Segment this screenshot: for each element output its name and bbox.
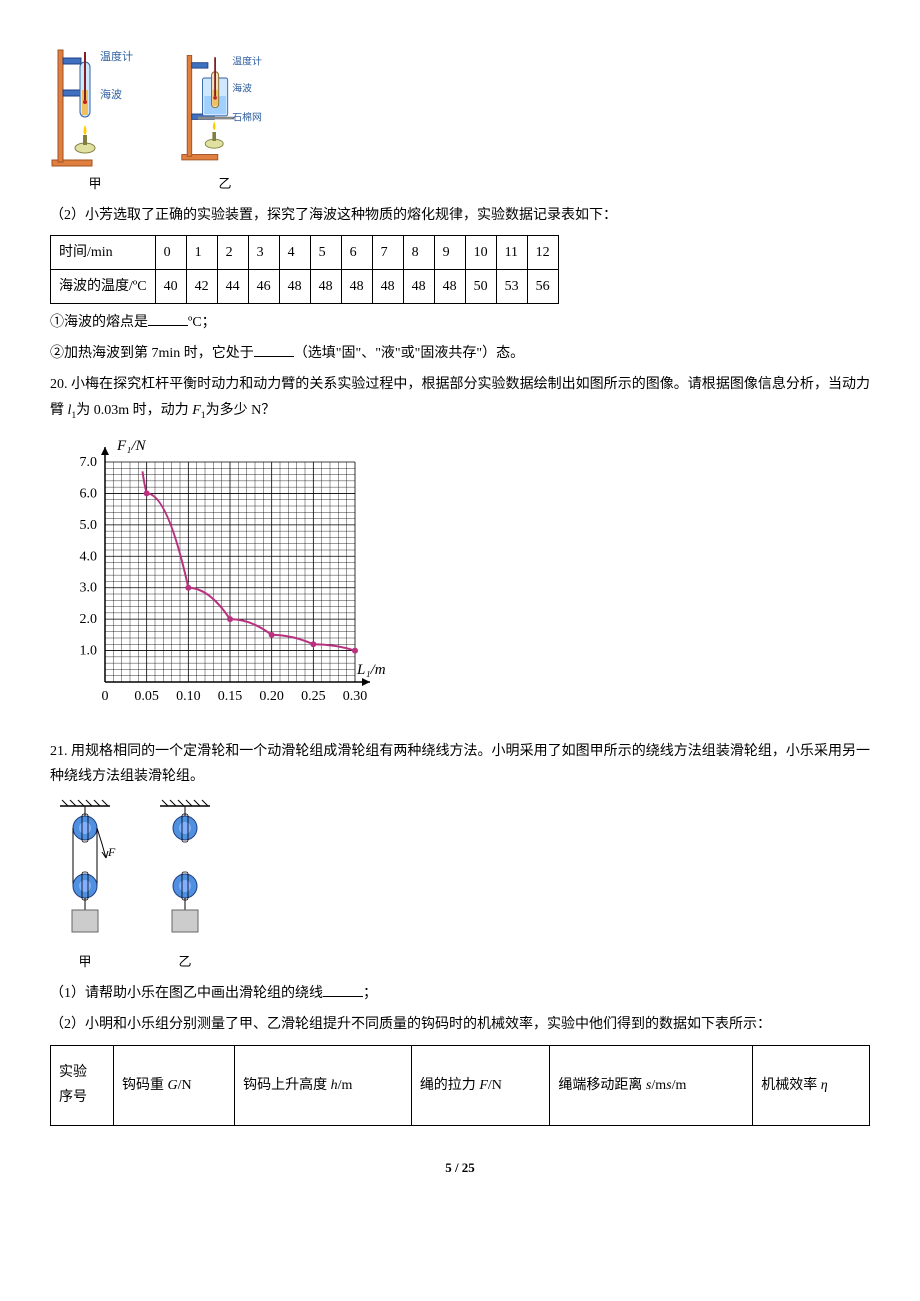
svg-text:L₁/m: L₁/m (356, 662, 386, 678)
col-header: 机械效率 η (753, 1046, 870, 1125)
col-header: 钩码重 G/N (113, 1046, 234, 1125)
svg-text:0.30: 0.30 (343, 689, 368, 704)
svg-text:海波: 海波 (100, 87, 122, 101)
q21-text: 21. 用规格相同的一个定滑轮和一个动滑轮组成滑轮组有两种绕线方法。小明采用了如… (50, 739, 870, 789)
col-header: 绳的拉力 F/N (411, 1046, 550, 1125)
svg-text:海波: 海波 (232, 82, 252, 95)
table-row: 时间/min 0 1 2 3 4 5 6 7 8 9 10 11 12 (51, 235, 559, 269)
chart-svg: 7.0 6.0 5.0 4.0 3.0 2.0 1.0 0 0.05 0.10 0.15 0.20 0.… (50, 432, 390, 722)
svg-text:0.15: 0.15 (218, 689, 243, 704)
q21-2: （2）小明和小乐组分别测量了甲、乙滑轮组提升不同质量的钩码时的机械效率，实验中他… (50, 1012, 870, 1037)
svg-text:2.0: 2.0 (80, 612, 98, 627)
apparatus-jia: 温度计 海波 甲 (50, 40, 140, 195)
svg-text:0: 0 (102, 689, 109, 704)
table-row: 海波的温度/ºC 40 42 44 46 48 48 48 48 48 48 5… (51, 269, 559, 303)
page-number: 5 / 25 (50, 1156, 870, 1179)
svg-text:7.0: 7.0 (80, 455, 98, 470)
q20-text: 20. 小梅在探究杠杆平衡时动力和动力臂的关系实验过程中，根据部分实验数据绘制出… (50, 372, 870, 424)
apparatus-yi-label: 乙 (218, 172, 231, 195)
svg-text:3.0: 3.0 (80, 581, 98, 596)
row-header: 时间/min (51, 235, 156, 269)
force-chart: 7.0 6.0 5.0 4.0 3.0 2.0 1.0 0 0.05 0.10 0.15 0.20 0.… (50, 432, 870, 731)
col-header: 钩码上升高度 h/m (235, 1046, 412, 1125)
pulley-yi-diagram (150, 798, 220, 948)
svg-text:石棉网: 石棉网 (232, 110, 262, 123)
col-header: 绳端移动距离 s/ms/m (550, 1046, 753, 1125)
apparatus-figures: 温度计 海波 甲 温度计 海波 石棉网 乙 (50, 40, 870, 195)
apparatus-yi: 温度计 海波 石棉网 乙 (180, 40, 270, 195)
pulley-jia-label: 甲 (78, 950, 91, 973)
melt-data-table: 时间/min 0 1 2 3 4 5 6 7 8 9 10 11 12 海波的温… (50, 235, 559, 304)
svg-text:1.0: 1.0 (80, 644, 98, 659)
apparatus-jia-label: 甲 (88, 172, 101, 195)
svg-text:0.10: 0.10 (176, 689, 201, 704)
svg-text:6.0: 6.0 (80, 486, 98, 501)
pulley-figures: F 甲 乙 (50, 798, 870, 973)
efficiency-table: 实验序号 钩码重 G/N 钩码上升高度 h/m 绳的拉力 F/N 绳端移动距离 … (50, 1045, 870, 1125)
svg-text:F₁/N: F₁/N (116, 438, 147, 454)
svg-text:温度计: 温度计 (232, 55, 262, 68)
q19-part2-text: （2）小芳选取了正确的实验装置，探究了海波这种物质的熔化规律，实验数据记录表如下… (50, 203, 870, 228)
svg-text:4.0: 4.0 (80, 549, 98, 564)
row-header: 海波的温度/ºC (51, 269, 156, 303)
col-header: 实验序号 (51, 1046, 114, 1125)
svg-text:0.25: 0.25 (301, 689, 326, 704)
svg-text:0.20: 0.20 (259, 689, 284, 704)
q21-1: （1）请帮助小乐在图乙中画出滑轮组的绕线； (50, 981, 870, 1006)
svg-text:温度计: 温度计 (100, 49, 133, 63)
q19-sub1: ①海波的熔点是ºC； (50, 310, 870, 335)
pulley-yi: 乙 (150, 798, 220, 973)
blank-input[interactable] (148, 312, 188, 326)
apparatus-yi-diagram: 温度计 海波 石棉网 (180, 40, 270, 170)
table-row: 实验序号 钩码重 G/N 钩码上升高度 h/m 绳的拉力 F/N 绳端移动距离 … (51, 1046, 870, 1125)
q19-sub2: ②加热海波到第 7min 时，它处于（选填"固"、"液"或"固液共存"）态。 (50, 341, 870, 366)
pulley-jia: F 甲 (50, 798, 120, 973)
svg-text:5.0: 5.0 (80, 518, 98, 533)
apparatus-jia-diagram: 温度计 海波 (50, 40, 140, 170)
pulley-yi-label: 乙 (178, 950, 191, 973)
svg-text:F: F (107, 845, 116, 859)
pulley-jia-diagram: F (50, 798, 120, 948)
svg-text:0.05: 0.05 (134, 689, 159, 704)
blank-input[interactable] (323, 983, 363, 997)
blank-input[interactable] (254, 343, 294, 357)
